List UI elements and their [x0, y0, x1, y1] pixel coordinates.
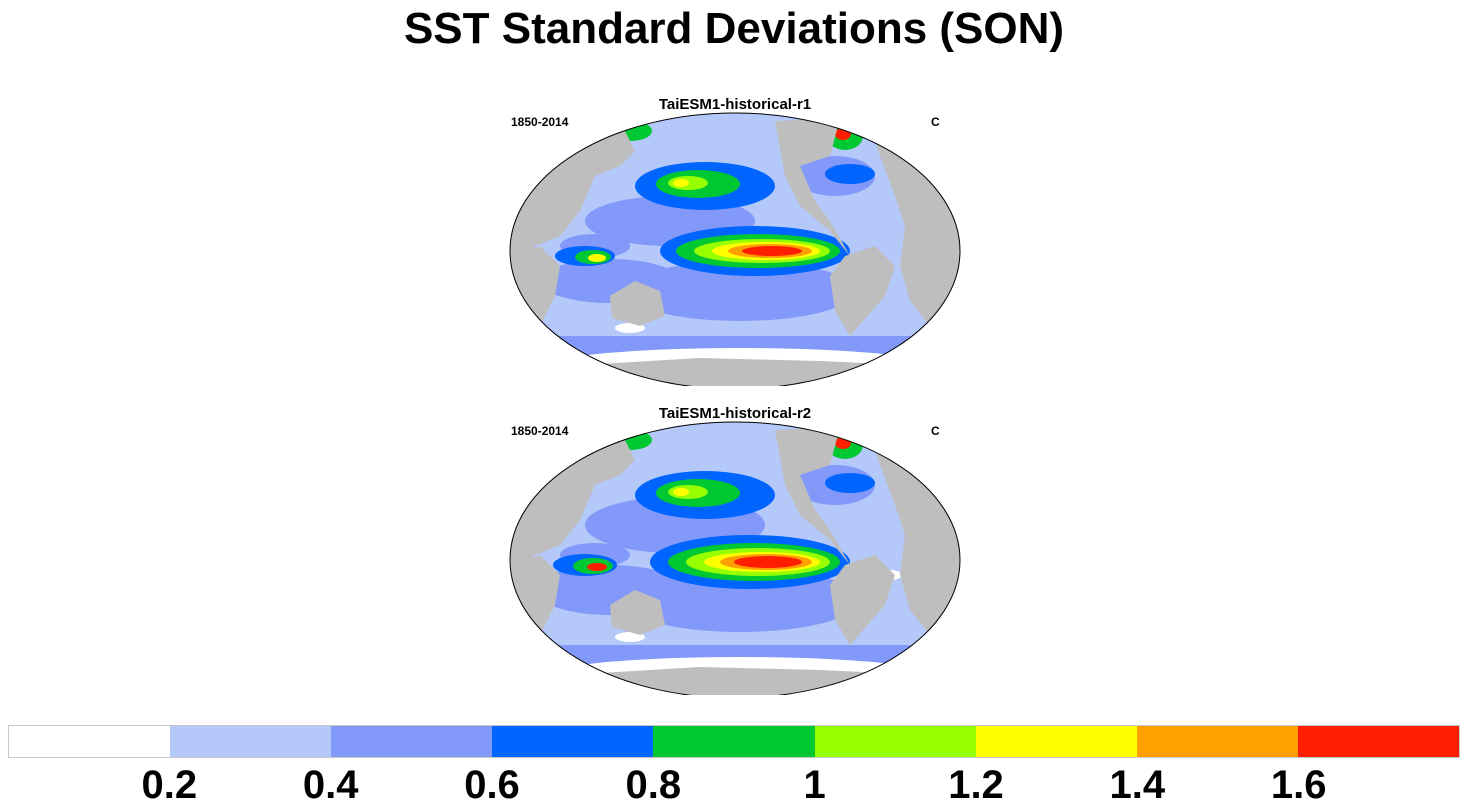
colorbar-label: 1.2 — [948, 763, 1004, 807]
colorbar-swatch-5 — [653, 726, 815, 757]
figure-title: SST Standard Deviations (SON) — [403, 4, 1065, 53]
sst-map-1 — [509, 112, 961, 386]
colorbar-swatch-1 — [9, 726, 171, 757]
panel-units-1: C — [931, 115, 940, 129]
colorbar-swatch-6 — [814, 726, 976, 757]
colorbar-swatch-9 — [1297, 726, 1459, 757]
colorbar-label: 0.8 — [625, 763, 682, 807]
panel-units-2: C — [931, 424, 940, 438]
colorbar-label: 1 — [803, 763, 826, 807]
panel-title-1: TaiESM1-historical-r1 — [658, 96, 812, 113]
panel-period-1: 1850-2014 — [511, 115, 569, 129]
colorbar-swatch-8 — [1136, 726, 1298, 757]
colorbar-label: 0.4 — [302, 763, 359, 807]
colorbar-swatch-7 — [975, 726, 1137, 757]
panel-title-2: TaiESM1-historical-r2 — [658, 405, 812, 422]
panel-period-2: 1850-2014 — [511, 424, 569, 438]
sst-map-2 — [509, 421, 961, 695]
colorbar-label: 0.6 — [464, 763, 520, 807]
colorbar — [8, 725, 1460, 758]
colorbar-label: 1.4 — [1109, 763, 1166, 807]
colorbar-label: 0.2 — [141, 763, 198, 807]
colorbar-swatch-2 — [170, 726, 332, 757]
map-panel-2: TaiESM1-historical-r2 1850-2014 C — [500, 405, 970, 695]
colorbar-label: 1.6 — [1270, 763, 1327, 807]
colorbar-swatch-3 — [331, 726, 493, 757]
colorbar-swatch-4 — [492, 726, 654, 757]
map-panel-1: TaiESM1-historical-r1 1850-2014 C — [500, 96, 970, 386]
